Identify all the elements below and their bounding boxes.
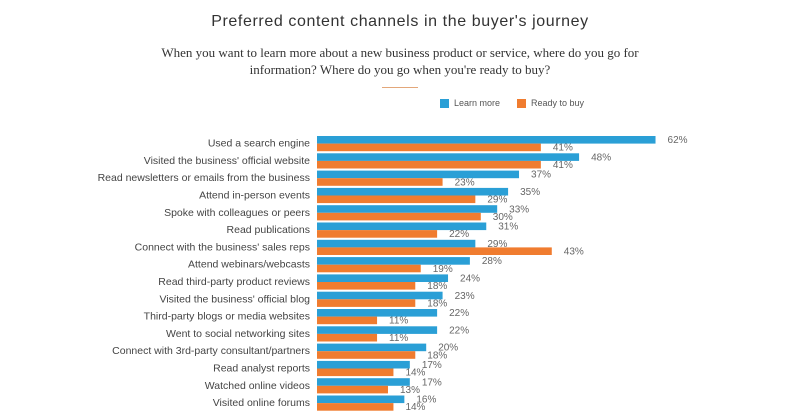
value-label-ready-to-buy-attend-in-person-events: 29% [487, 195, 507, 206]
category-label-watched-online-videos: Watched online videos [205, 380, 310, 392]
bar-ready-to-buy-attend-in-person-events [317, 195, 476, 204]
category-label-read-newsletters-or-emails-from-the-business: Read newsletters or emails from the busi… [98, 172, 310, 184]
bar-learn-more-attend-webinars-webcasts [317, 257, 470, 265]
chart-legend: Learn more Ready to buy [0, 98, 800, 112]
value-label-learn-more-attend-in-person-events: 35% [520, 187, 540, 198]
legend-item-ready-to-buy: Ready to buy [517, 98, 584, 108]
category-label-connect-with-the-business-sales-reps: Connect with the business' sales reps [135, 241, 310, 253]
bar-ready-to-buy-connect-with-the-business-sales-reps [317, 247, 552, 255]
value-label-ready-to-buy-used-a-search-engine: 41% [553, 143, 573, 154]
category-label-read-publications: Read publications [227, 224, 310, 236]
bar-ready-to-buy-read-publications [317, 230, 438, 238]
bar-ready-to-buy-visited-the-business-official-website [317, 160, 541, 169]
value-label-learn-more-used-a-search-engine: 62% [668, 135, 688, 146]
value-label-ready-to-buy-connect-with-3rd-party-consultant-partners: 18% [427, 350, 447, 361]
value-label-learn-more-read-analyst-reports: 17% [422, 360, 442, 371]
value-label-learn-more-spoke-with-colleagues-or-peers: 33% [509, 204, 529, 215]
value-label-ready-to-buy-read-third-party-product-reviews: 18% [427, 281, 447, 292]
bar-ready-to-buy-read-analyst-reports [317, 368, 394, 377]
category-label-spoke-with-colleagues-or-peers: Spoke with colleagues or peers [164, 207, 310, 219]
value-label-learn-more-read-third-party-product-reviews: 24% [460, 274, 480, 285]
value-label-ready-to-buy-visited-online-forums: 14% [405, 402, 425, 413]
bar-ready-to-buy-went-to-social-networking-sites [317, 333, 378, 342]
bar-ready-to-buy-attend-webinars-webcasts [317, 264, 421, 273]
bar-learn-more-read-analyst-reports [317, 360, 410, 369]
value-label-ready-to-buy-read-newsletters-or-emails-from-the-business: 23% [455, 177, 475, 188]
value-label-ready-to-buy-attend-webinars-webcasts: 19% [433, 264, 453, 275]
value-label-learn-more-read-newsletters-or-emails-from-the-business: 37% [531, 170, 551, 181]
category-label-went-to-social-networking-sites: Went to social networking sites [166, 328, 310, 340]
bar-ready-to-buy-used-a-search-engine [317, 143, 541, 152]
bar-learn-more-visited-the-business-official-website [317, 153, 580, 161]
bar-learn-more-visited-the-business-official-blog [317, 291, 443, 300]
value-label-learn-more-went-to-social-networking-sites: 22% [449, 325, 469, 336]
bar-learn-more-connect-with-3rd-party-consultant-partners [317, 343, 427, 352]
value-label-learn-more-read-publications: 31% [498, 222, 518, 233]
value-label-learn-more-visited-online-forums: 16% [416, 395, 436, 406]
bar-ready-to-buy-visited-online-forums [317, 403, 394, 411]
bar-ready-to-buy-read-third-party-product-reviews [317, 282, 416, 290]
value-label-learn-more-visited-the-business-official-website: 48% [591, 152, 611, 163]
bar-learn-more-attend-in-person-events [317, 187, 509, 196]
bar-learn-more-went-to-social-networking-sites [317, 326, 438, 334]
chart-title: Preferred content channels in the buyer'… [211, 13, 589, 30]
category-label-third-party-blogs-or-media-websites: Third-party blogs or media websites [144, 311, 310, 323]
value-label-learn-more-attend-webinars-webcasts: 28% [482, 256, 502, 267]
title-divider [382, 87, 418, 88]
value-label-ready-to-buy-connect-with-the-business-sales-reps: 43% [564, 247, 584, 258]
value-label-ready-to-buy-third-party-blogs-or-media-websites: 11% [389, 316, 408, 327]
legend-swatch-ready-to-buy [517, 98, 526, 108]
bar-learn-more-read-publications [317, 222, 487, 231]
bar-ready-to-buy-read-newsletters-or-emails-from-the-business [317, 178, 443, 186]
bar-learn-more-used-a-search-engine [317, 136, 656, 144]
category-label-read-analyst-reports: Read analyst reports [213, 363, 310, 375]
value-label-ready-to-buy-watched-online-videos: 13% [400, 385, 420, 396]
bar-ready-to-buy-visited-the-business-official-blog [317, 299, 416, 307]
value-label-learn-more-third-party-blogs-or-media-websites: 22% [449, 308, 469, 319]
legend-swatch-learn-more [440, 98, 449, 108]
bar-learn-more-connect-with-the-business-sales-reps [317, 239, 476, 248]
category-label-connect-with-3rd-party-consultant-partners: Connect with 3rd-party consultant/partne… [112, 345, 310, 357]
bar-ready-to-buy-third-party-blogs-or-media-websites [317, 316, 378, 325]
category-label-visited-the-business-official-blog: Visited the business' official blog [160, 293, 311, 305]
value-label-ready-to-buy-spoke-with-colleagues-or-peers: 30% [493, 212, 513, 223]
bar-ready-to-buy-spoke-with-colleagues-or-peers [317, 212, 481, 221]
category-label-visited-the-business-official-website: Visited the business' official website [144, 155, 310, 167]
category-label-attend-webinars-webcasts: Attend webinars/webcasts [188, 259, 310, 271]
bar-learn-more-watched-online-videos [317, 378, 410, 386]
bar-learn-more-spoke-with-colleagues-or-peers [317, 205, 498, 213]
category-label-read-third-party-product-reviews: Read third-party product reviews [158, 276, 310, 288]
value-label-ready-to-buy-read-publications: 22% [449, 229, 469, 240]
category-label-visited-online-forums: Visited online forums [213, 397, 310, 409]
bar-learn-more-visited-online-forums [317, 395, 405, 404]
category-label-attend-in-person-events: Attend in-person events [199, 190, 310, 202]
legend-label-ready-to-buy: Ready to buy [531, 98, 585, 108]
chart-subtitle: When you want to learn more about a new … [161, 45, 639, 77]
value-label-ready-to-buy-visited-the-business-official-website: 41% [553, 160, 573, 171]
value-label-ready-to-buy-visited-the-business-official-blog: 18% [427, 298, 447, 309]
value-label-learn-more-connect-with-the-business-sales-reps: 29% [487, 239, 507, 250]
bar-ready-to-buy-connect-with-3rd-party-consultant-partners [317, 351, 416, 359]
legend-item-learn-more: Learn more [440, 98, 500, 108]
legend-label-learn-more: Learn more [454, 98, 501, 108]
bar-learn-more-third-party-blogs-or-media-websites [317, 309, 438, 317]
bar-learn-more-read-third-party-product-reviews [317, 274, 449, 282]
value-label-learn-more-connect-with-3rd-party-consultant-partners: 20% [438, 343, 458, 354]
value-label-ready-to-buy-went-to-social-networking-sites: 11% [389, 333, 408, 344]
bar-learn-more-read-newsletters-or-emails-from-the-business [317, 170, 520, 179]
bar-ready-to-buy-watched-online-videos [317, 385, 388, 394]
value-label-learn-more-visited-the-business-official-blog: 23% [455, 291, 475, 302]
category-label-used-a-search-engine: Used a search engine [208, 138, 310, 150]
value-label-learn-more-watched-online-videos: 17% [422, 377, 442, 388]
value-label-ready-to-buy-read-analyst-reports: 14% [405, 368, 425, 379]
